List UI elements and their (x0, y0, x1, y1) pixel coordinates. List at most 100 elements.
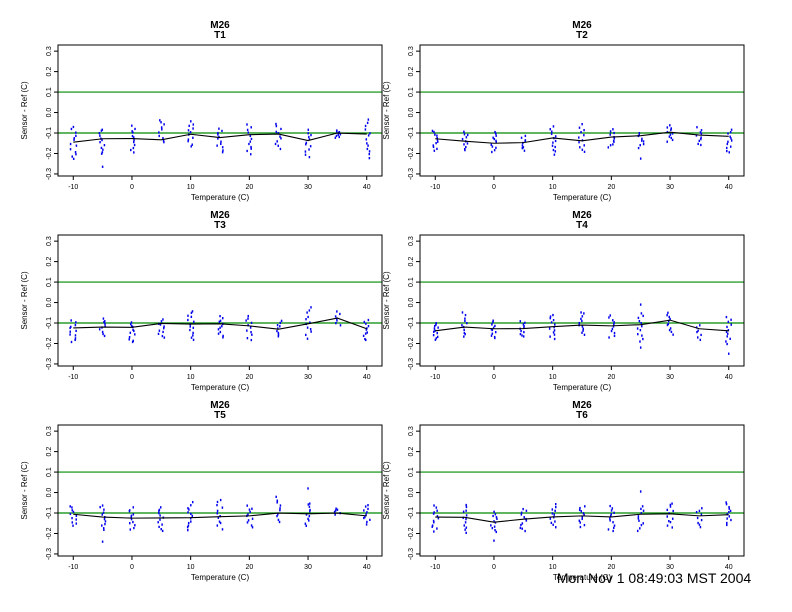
outlier-point (101, 540, 104, 543)
x-axis-label: Temperature (C) (191, 383, 250, 392)
y-tick-label: 0.2 (408, 447, 415, 457)
y-axis: 0.3 0.2 0.1 0.0 -0.1 -0.2 -0.3 Sensor - Ref (C) (20, 426, 58, 560)
x-axis-label: Temperature (C) (553, 383, 612, 392)
x-tick-label: 0 (130, 564, 134, 571)
x-tick-label: -10 (430, 564, 440, 571)
y-axis: 0.3 0.2 0.1 0.0 -0.1 -0.2 -0.3 Sensor - Ref (C) (382, 236, 420, 370)
threshold-lines (420, 91, 744, 134)
y-tick-label: 0.0 (408, 108, 415, 118)
panel-header-t3: M26 T3 (58, 211, 382, 231)
x-axis: -10 0 10 20 30 40 Temperature (C) (430, 556, 733, 582)
y-axis-label: Sensor - Ref (C) (382, 271, 391, 330)
x-axis-label: Temperature (C) (553, 573, 612, 582)
plot-timestamp: Mon Nov 1 08:49:03 MST 2004 (556, 570, 752, 586)
x-tick-label: -10 (68, 564, 78, 571)
x-axis-label: Temperature (C) (553, 193, 612, 202)
threshold-lines (58, 91, 382, 134)
x-tick-label: 10 (549, 564, 557, 571)
x-tick-label: 20 (607, 184, 615, 191)
x-tick-label: 40 (725, 184, 733, 191)
threshold-lines (420, 471, 744, 514)
y-axis-label: Sensor - Ref (C) (382, 461, 391, 520)
panel-subtitle: T5 (214, 410, 226, 421)
x-tick-label: 0 (130, 184, 134, 191)
y-tick-label: 0.3 (408, 236, 415, 246)
x-tick-label: 20 (245, 374, 253, 381)
y-tick-label: 0.3 (46, 46, 53, 56)
threshold-lines (420, 281, 744, 324)
outlier-point (639, 346, 642, 349)
y-tick-label: 0.2 (408, 67, 415, 77)
panel-subtitle: T3 (214, 220, 226, 231)
y-tick-label: 0.2 (46, 447, 53, 457)
x-tick-label: 10 (549, 374, 557, 381)
outlier-point (639, 490, 642, 493)
y-tick-label: -0.3 (46, 548, 53, 560)
y-tick-label: -0.2 (408, 147, 415, 159)
panel-subtitle: T4 (576, 220, 588, 231)
x-tick-label: 10 (187, 564, 195, 571)
x-tick-label: 30 (666, 184, 674, 191)
x-axis: -10 0 10 20 30 40 Temperature (C) (68, 366, 371, 392)
x-tick-label: 20 (245, 564, 253, 571)
x-tick-label: 10 (187, 184, 195, 191)
y-tick-label: -0.2 (408, 527, 415, 539)
panel-plot-t3: -10 0 10 20 30 40 Temperature (C) 0.3 0.2 0.1 0.0 -… (20, 234, 383, 392)
plot-box (57, 424, 383, 557)
mean-line (73, 512, 367, 519)
x-tick-label: 0 (130, 374, 134, 381)
x-tick-label: 0 (492, 184, 496, 191)
scatter-points (431, 123, 733, 160)
y-tick-label: 0.2 (46, 67, 53, 77)
mean-line (73, 317, 367, 330)
x-axis: -10 0 10 20 30 40 Temperature (C) (430, 176, 733, 202)
scatter-points (432, 303, 733, 355)
y-tick-label: 0.3 (46, 236, 53, 246)
panel-plot-t2: -10 0 10 20 30 40 Temperature (C) 0.3 0.2 0.1 0.0 -… (382, 44, 745, 202)
panel-subtitle: T2 (576, 30, 588, 41)
x-tick-label: -10 (430, 184, 440, 191)
x-tick-label: 40 (725, 374, 733, 381)
outlier-point (101, 165, 104, 168)
x-tick-label: 40 (725, 564, 733, 571)
y-axis: 0.3 0.2 0.1 0.0 -0.1 -0.2 -0.3 Sensor - Ref (C) (20, 236, 58, 370)
x-tick-label: -10 (430, 374, 440, 381)
panel-title: M26 (572, 210, 592, 221)
y-tick-label: -0.2 (408, 337, 415, 349)
panel-header-t1: M26 T1 (58, 21, 382, 41)
y-tick-label: 0.2 (408, 257, 415, 267)
y-tick-label: 0.0 (46, 488, 53, 498)
y-tick-label: -0.1 (46, 317, 53, 329)
panel-header-t2: M26 T2 (420, 21, 744, 41)
x-tick-label: 40 (363, 564, 371, 571)
panel-title: M26 (572, 20, 592, 31)
x-tick-label: 30 (304, 374, 312, 381)
y-tick-label: 0.1 (408, 87, 415, 97)
x-tick-label: 40 (363, 374, 371, 381)
x-tick-label: 0 (492, 564, 496, 571)
plot-box (419, 424, 745, 557)
y-tick-label: 0.0 (46, 108, 53, 118)
plot-box (419, 234, 745, 367)
panel-title: M26 (210, 210, 230, 221)
y-tick-label: 0.1 (408, 277, 415, 287)
mean-line (435, 513, 729, 523)
y-tick-label: 0.3 (408, 46, 415, 56)
y-tick-label: 0.0 (408, 298, 415, 308)
y-tick-label: -0.3 (46, 358, 53, 370)
panel-subtitle: T1 (214, 30, 226, 41)
y-tick-label: -0.1 (46, 127, 53, 139)
outlier-point (307, 487, 309, 490)
panel-plot-t6: -10 0 10 20 30 40 Temperature (C) 0.3 0.2 0.1 0.0 -… (382, 424, 745, 582)
x-tick-label: 10 (549, 184, 557, 191)
panel-header-t6: M26 T6 (420, 401, 744, 421)
y-axis-label: Sensor - Ref (C) (20, 81, 29, 140)
y-tick-label: -0.3 (46, 168, 53, 180)
mean-line (73, 132, 367, 143)
plot-box (419, 44, 745, 177)
y-tick-label: -0.3 (408, 548, 415, 560)
outlier-point (639, 157, 642, 160)
mean-line (435, 131, 729, 144)
y-tick-label: 0.0 (408, 488, 415, 498)
